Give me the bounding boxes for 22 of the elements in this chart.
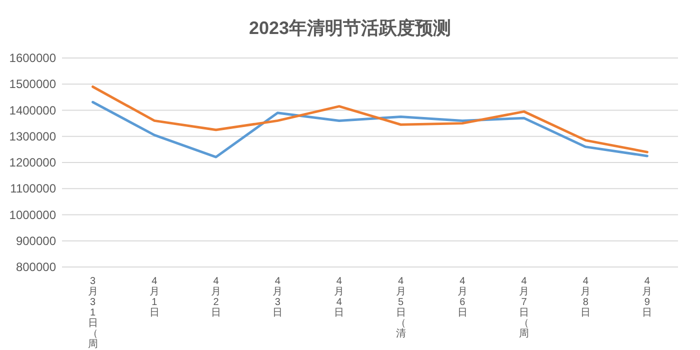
- y-tick-label: 1200000: [9, 156, 56, 170]
- x-tick-label: 4月2日: [211, 276, 221, 318]
- y-tick-label: 1600000: [9, 51, 56, 65]
- x-tick-label: 4月4日: [334, 276, 344, 318]
- x-tick-label: 3月31日（周: [88, 276, 98, 350]
- line-series: [92, 85, 648, 154]
- chart-title: 2023年清明节活跃度预测: [248, 18, 452, 38]
- y-tick-label: 1300000: [9, 129, 56, 144]
- line-series: [92, 100, 648, 158]
- x-tick-label: 4月6日: [457, 276, 468, 318]
- x-tick-label: 4月5日（清: [396, 276, 406, 340]
- x-tick-label: 4月1日: [149, 276, 160, 318]
- x-tick-label: 4月8日: [580, 276, 591, 318]
- y-tick-label: 1100000: [10, 182, 56, 196]
- x-tick-label: 4月7日（周: [519, 276, 529, 340]
- x-tick-label: 4月3日: [272, 276, 283, 318]
- y-tick-label: 1000000: [9, 208, 56, 222]
- y-tick-label: 900000: [16, 234, 56, 248]
- y-tick-label: 800000: [16, 260, 56, 274]
- x-tick-label: 4月9日: [642, 276, 652, 318]
- y-tick-label: 1500000: [9, 77, 56, 92]
- y-tick-label: 1400000: [9, 103, 56, 118]
